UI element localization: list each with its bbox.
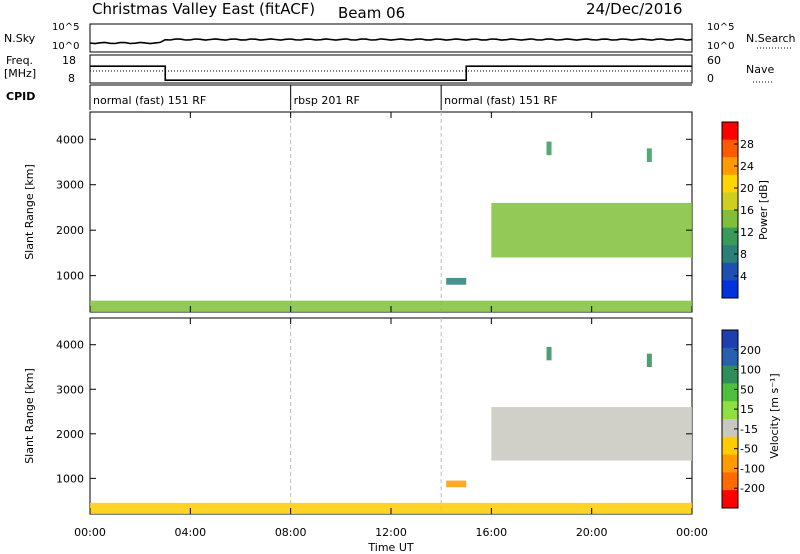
y-tick-label: 3000	[56, 179, 84, 192]
colorbar-tick-label: 4	[740, 270, 747, 283]
freq-label: Freq.	[6, 54, 33, 67]
freq-series-line	[90, 65, 692, 81]
colorbar-swatch	[722, 401, 738, 420]
y-tick-label: 4000	[56, 339, 84, 352]
colorbar-swatch	[722, 227, 738, 246]
nave-tick-low: 0	[707, 72, 714, 85]
colorbar-swatch	[722, 192, 738, 211]
velocity-region	[646, 353, 652, 367]
cpid-label: CPID	[6, 90, 35, 103]
colorbar-tick-label: 20	[740, 182, 754, 195]
x-axis-label: Time UT	[367, 541, 413, 554]
nsky-series-line	[89, 38, 693, 45]
colorbar-tick-label: 50	[740, 383, 754, 396]
x-tick-label: 04:00	[174, 526, 206, 539]
colorbar-tick-label: 200	[740, 344, 761, 357]
velocity-region	[446, 480, 467, 488]
velocity-colorbar-label: Velocity [m s⁻¹]	[768, 373, 781, 458]
colorbar-swatch	[722, 419, 738, 438]
x-tick-label: 00:00	[74, 526, 106, 539]
y-tick-label: 2000	[56, 224, 84, 237]
x-tick-label: 00:00	[676, 526, 708, 539]
power-region	[546, 141, 552, 156]
nsky-tick-high: 10^5	[52, 22, 79, 33]
velocity-y-ticks: 1000 2000 3000 4000	[56, 339, 692, 485]
x-tick-label: 16:00	[475, 526, 507, 539]
x-tick-label: 20:00	[576, 526, 608, 539]
freq-tick-low: 8	[68, 72, 75, 85]
beam-title: Beam 06	[338, 4, 405, 22]
colorbar-swatch	[722, 280, 738, 299]
colorbar-swatch	[722, 454, 738, 473]
cpid-segment-label: rbsp 201 RF	[294, 94, 360, 107]
y-tick-label: 4000	[56, 133, 84, 146]
velocity-colorbar: 200 100 50 15 -15 -50 -100 -200	[721, 329, 765, 509]
nsearch-tick-high: 10^5	[707, 22, 734, 33]
colorbar-swatch	[722, 490, 738, 509]
y-tick-label: 2000	[56, 428, 84, 441]
date-title: 24/Dec/2016	[586, 0, 682, 18]
colorbar-tick-label: 12	[740, 226, 754, 239]
colorbar-swatch	[722, 210, 738, 229]
power-colorbar: 28 24 20 16 12 8 4	[721, 121, 754, 299]
colorbar-tick-label: 16	[740, 204, 754, 217]
nsky-label: N.Sky	[4, 32, 36, 45]
freq-unit: [MHz]	[4, 67, 36, 80]
noise-strip-frame	[89, 23, 693, 53]
power-y-ticks: 1000 2000 3000 4000	[56, 133, 692, 283]
colorbar-tick-label: 8	[740, 248, 747, 261]
x-tick-label: 08:00	[275, 526, 307, 539]
colorbar-swatch	[722, 139, 738, 158]
nsky-tick-low: 10^0	[52, 41, 79, 52]
power-region	[491, 202, 692, 258]
nave-tick-high: 60	[707, 54, 721, 67]
colorbar-swatch	[722, 174, 738, 193]
colorbar-tick-label: -100	[740, 462, 765, 475]
colorbar-swatch	[722, 383, 738, 402]
colorbar-tick-label: 24	[740, 160, 754, 173]
power-region	[646, 148, 652, 162]
colorbar-tick-label: 15	[740, 403, 754, 416]
colorbar-swatch	[722, 157, 738, 176]
velocity-region	[491, 407, 692, 461]
power-y-axis-label: Slant Range [km]	[23, 164, 36, 260]
power-colorbar-label: Power [dB]	[757, 180, 770, 240]
colorbar-swatch	[722, 472, 738, 491]
nsearch-tick-low: 10^0	[707, 41, 734, 52]
colorbar-swatch	[722, 330, 738, 349]
velocity-heatmap	[90, 318, 692, 514]
colorbar-swatch	[722, 262, 738, 281]
colorbar-tick-label: -50	[740, 443, 758, 456]
colorbar-tick-label: -200	[740, 482, 765, 495]
power-region	[446, 277, 467, 285]
velocity-region	[546, 346, 552, 361]
colorbar-frame	[721, 329, 739, 509]
colorbar-swatch	[722, 436, 738, 456]
colorbar-tick-label: 28	[740, 138, 754, 151]
nave-label: Nave	[746, 63, 774, 76]
station-title: Christmas Valley East (fitACF)	[92, 0, 315, 18]
colorbar-swatch	[722, 245, 738, 264]
cpid-segment-label: normal (fast) 151 RF	[93, 94, 206, 107]
cpid-segment-label: normal (fast) 151 RF	[444, 94, 557, 107]
power-heatmap	[90, 112, 692, 312]
x-tick-label: 12:00	[375, 526, 407, 539]
colorbar-swatch	[722, 347, 738, 367]
freq-strip-frame	[89, 54, 693, 84]
y-tick-label: 3000	[56, 383, 84, 396]
colorbar-swatch	[722, 122, 738, 141]
nsearch-label: N.Search	[746, 32, 796, 45]
velocity-y-axis-label: Slant Range [km]	[23, 368, 36, 464]
cpid-segments: normal (fast) 151 RF rbsp 201 RF normal (f…	[89, 85, 557, 110]
y-tick-label: 1000	[56, 270, 84, 283]
colorbar-tick-label: -15	[740, 423, 758, 436]
y-tick-label: 1000	[56, 472, 84, 485]
freq-tick-high: 18	[62, 54, 76, 67]
colorbar-swatch	[722, 365, 738, 384]
x-axis-ticks: 00:00 04:00 08:00 12:00 16:00 20:00 00:00	[74, 112, 708, 539]
colorbar-tick-label: 100	[740, 364, 761, 377]
